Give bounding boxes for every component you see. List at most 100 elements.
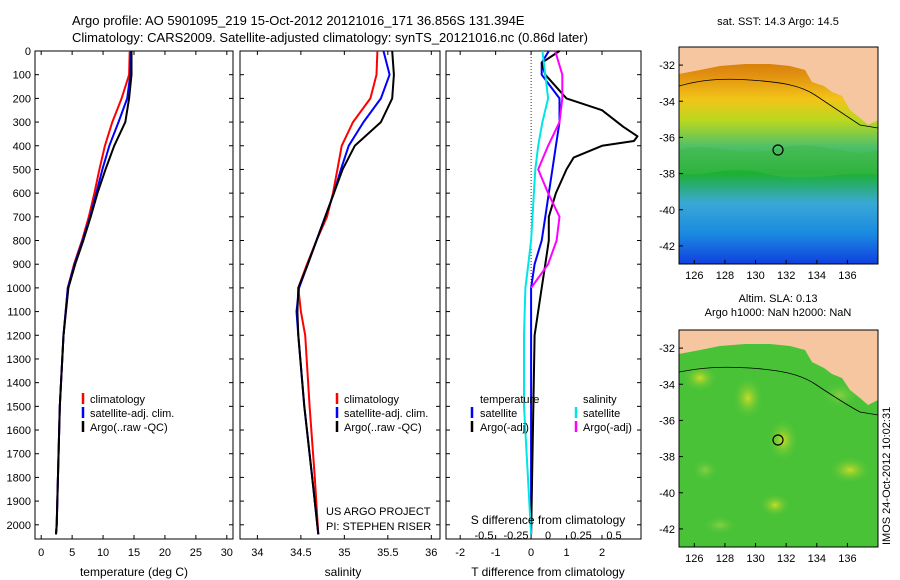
sla-blob [828,456,872,484]
map-x-tick-label: 128 [716,270,734,282]
timestamp-label: IMOS 24-Oct-2012 10:02:31 [881,407,893,545]
temperature-panel: 0100200300400500600700800900100011001200… [7,46,234,579]
plot-frame [445,50,642,540]
map-x-tick-label: 130 [746,270,764,282]
map-x-tick-label: 126 [685,270,703,282]
sla-map-subtitle: Argo h1000: NaN h2000: NaN [705,307,852,319]
y-tick-label: 100 [13,70,31,82]
x-tick-label: 5 [69,547,75,559]
x-tick-label: 0 [38,547,44,559]
y-tick-label: 1000 [7,283,31,295]
sst-map: sat. SST: 14.3 Argo: 14.5 126 128 130 132 13… [659,16,879,282]
map-x-tick-label: 136 [838,270,856,282]
series-line [296,50,395,535]
credit-project: US ARGO PROJECT [326,506,431,518]
x-tick-label: 2 [599,547,605,559]
map-x-tick-label: 134 [808,270,826,282]
sst-map-frame [678,46,879,265]
map-y-tick-label: -42 [659,524,675,536]
credit-pi: PI: STEPHEN RISER [326,521,431,533]
header-line-1: Argo profile: AO 5901095_219 15-Oct-2012… [72,13,525,28]
map-x-tick-label: 134 [808,553,826,565]
legend-label-t-satellite: satellite [480,408,517,420]
x-tick-label: 10 [97,547,109,559]
x-tick-label: 35 [338,547,350,559]
temperature-plot: 0100200300400500600700800900100011001200… [7,46,234,559]
difference-legend-salinity: salinity satellite Argo(-adj) [574,394,632,434]
map-y-tick-label: -34 [659,379,675,391]
y-tick-label: 900 [13,259,31,271]
sst-map-axes: 126 128 130 132 134 136 -32 -34 -36 -38 -40 -42 [659,60,856,282]
y-tick-label: 2000 [7,520,31,532]
series-line [530,50,564,289]
x-tick-label: 25 [190,547,202,559]
sla-argo-marker [772,434,784,446]
x-tick-label: 20 [159,547,171,559]
sla-map-frame [678,329,879,548]
x-tick-label: 1 [563,547,569,559]
sla-blob [702,515,738,535]
plot-frame [239,50,441,540]
sla-blob [759,493,791,517]
x-tick-label: 0 [528,547,534,559]
x-tick-label: -1 [491,547,501,559]
legend-label-satellite: satellite-adj. clim. [90,408,174,420]
map-x-tick-label: 130 [746,553,764,565]
header-line-2: Climatology: CARS2009. Satellite-adjuste… [72,30,588,45]
y-tick-label: 800 [13,236,31,248]
y-tick-label: 1200 [7,330,31,342]
top-tick-label: -0.25 [503,530,528,542]
difference-xlabel-top: S difference from climatology [471,513,626,527]
plot-frame [34,50,234,540]
y-tick-label: 400 [13,141,31,153]
sla-map: Altim. SLA: 0.13 Argo h1000: NaN h2000: … [659,293,879,565]
y-tick-label: 600 [13,188,31,200]
y-tick-label: 200 [13,93,31,105]
y-tick-label: 1100 [7,307,31,319]
map-y-tick-label: -36 [659,415,675,427]
legend-label-argo: Argo(..raw -QC) [344,422,422,434]
sla-blob [691,458,719,482]
salinity-xlabel: salinity [325,565,362,579]
x-tick-label: 35.5 [377,547,398,559]
sst-depth-contour [679,78,878,129]
y-tick-label: 0 [25,46,31,58]
y-tick-label: 1900 [7,496,31,508]
map-x-tick-label: 136 [838,553,856,565]
map-y-tick-label: -38 [659,452,675,464]
sst-land [679,47,878,125]
legend-label-climatology: climatology [90,394,146,406]
legend-title-temperature: temperature [480,394,539,406]
series-line [523,50,550,535]
sla-map-axes: 126 128 130 132 134 136 -32 -34 -36 -38 -40 -42 [659,343,856,565]
series-line [530,50,561,535]
salinity-panel: 34 34.5 35 35.5 36 salinity climatology sate… [239,50,441,579]
legend-label-t-argo: Argo(-adj) [480,422,529,434]
x-tick-label: 36 [425,547,437,559]
legend-label-climatology: climatology [344,394,400,406]
map-x-tick-label: 126 [685,553,703,565]
legend-title-salinity: salinity [583,394,617,406]
series-line [530,50,639,535]
y-tick-label: 300 [13,117,31,129]
sla-land [679,330,878,405]
top-tick-label: -0.5 [475,530,494,542]
y-tick-label: 1500 [7,401,31,413]
y-tick-label: 1800 [7,472,31,484]
map-y-tick-label: -42 [659,241,675,253]
map-x-tick-label: 128 [716,553,734,565]
x-tick-label: 30 [221,547,233,559]
y-tick-label: 700 [13,212,31,224]
sla-map-title: Altim. SLA: 0.13 [739,293,818,305]
map-x-tick-label: 132 [777,553,795,565]
top-tick-label: 0 [545,530,551,542]
temperature-legend: climatology satellite-adj. clim. Argo(..… [81,393,174,434]
difference-top-ticklabels: -0.5 -0.25 0 0.25 0.5 [475,530,622,542]
series-line [55,51,133,535]
map-y-tick-label: -40 [659,488,675,500]
map-y-tick-label: -32 [659,343,675,355]
legend-label-satellite: satellite-adj. clim. [344,408,428,420]
legend-label-s-satellite: satellite [583,408,620,420]
sla-blob [732,376,764,420]
map-y-tick-label: -32 [659,60,675,72]
